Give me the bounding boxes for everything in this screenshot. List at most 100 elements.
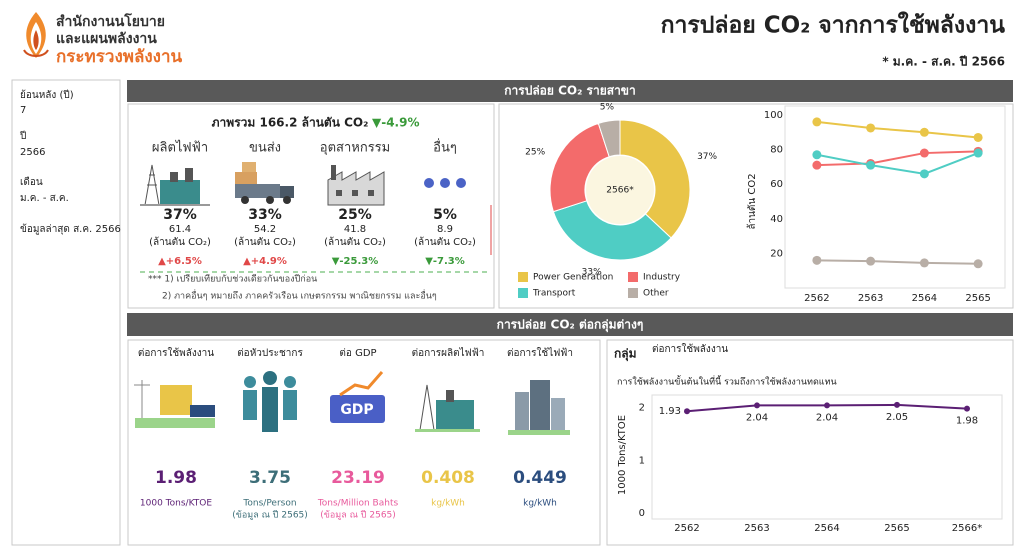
y-tick-label: 80: [770, 145, 783, 156]
group-unit: (ข้อมูล ณ ปี 2565): [232, 510, 308, 521]
filter-value[interactable]: 7: [20, 105, 26, 116]
sector-value: 54.2: [254, 224, 276, 235]
plot-frame: [651, 394, 1003, 520]
line: [816, 259, 979, 265]
group-value: 1.98: [155, 468, 197, 488]
chart-title: การใช้พลังงานขั้นต้นในที่นี้ รวมถึงการใช…: [617, 375, 837, 388]
data-label: 2.04: [746, 412, 768, 423]
group-chart-card: [606, 339, 1014, 546]
selector-value[interactable]: ต่อการใช้พลังงาน: [652, 343, 728, 355]
point: [919, 127, 929, 137]
icon-gdp: GDP: [330, 371, 385, 423]
y-tick-label: 20: [770, 248, 783, 259]
x-tick-label: 2564: [912, 293, 937, 304]
period: * ม.ค. - ส.ค. ปี 2566: [882, 55, 1005, 69]
group-value: 0.449: [513, 468, 567, 488]
org-name: กระทรวงพลังงาน: [56, 47, 183, 67]
filter-label: ข้อมูลล่าสุด ส.ค. 2566: [20, 223, 121, 235]
legend-swatch: [628, 272, 638, 282]
section-bar: [127, 313, 1013, 336]
point: [894, 401, 900, 408]
filter-panel: [11, 79, 121, 546]
filter-label: ย้อนหลัง (ปี): [20, 89, 74, 101]
group-unit: Tons/Person: [242, 499, 296, 509]
point: [812, 255, 822, 265]
group-card: [127, 339, 601, 546]
legend-swatch: [518, 272, 528, 282]
sector-value: 41.8: [344, 224, 366, 235]
point: [919, 148, 929, 158]
sector-unit: (ล้านตัน CO₂): [149, 236, 211, 248]
sector-change: ▼-25.3%: [332, 256, 379, 267]
y-axis-label: ล้านตัน CO2: [746, 173, 758, 229]
section-title: การปล่อย CO₂ ต่อกลุ่มต่างๆ: [497, 318, 644, 333]
point: [812, 150, 822, 160]
point: [754, 402, 760, 409]
sector-total-change: ▼-4.9%: [372, 116, 420, 130]
legend-swatch: [628, 288, 638, 298]
x-tick-label: 2566*: [952, 523, 982, 534]
point: [824, 402, 830, 409]
y-tick-label: 100: [764, 110, 783, 121]
x-tick-label: 2563: [744, 523, 769, 534]
note: 2) ภาคอื่นๆ หมายถึง ภาคครัวเรือน เกษตรกร…: [162, 289, 437, 302]
legend-label: Other: [643, 289, 669, 299]
y-tick-label: 0: [639, 508, 645, 519]
plot-frame: [784, 105, 1006, 289]
group-value: 3.75: [249, 468, 291, 488]
x-tick-label: 2565: [884, 523, 909, 534]
sector-name: อุตสาหกรรม: [320, 141, 390, 156]
sector-total: ภาพรวม 166.2 ล้านตัน CO₂: [212, 116, 369, 130]
section-bar: [127, 80, 1013, 102]
point: [684, 408, 690, 415]
filter-label: ปี: [19, 130, 26, 142]
x-tick-label: 2562: [674, 523, 699, 534]
sector-unit: (ล้านตัน CO₂): [234, 236, 296, 248]
group-label: ต่อการผลิตไฟฟ้า: [412, 347, 485, 359]
data-label: 2.04: [816, 412, 838, 423]
donut-slice: [552, 200, 672, 261]
line: [816, 150, 979, 167]
svg-text:GDP: GDP: [340, 402, 373, 418]
slice-label: 33%: [582, 267, 602, 277]
y-tick-label: 60: [770, 179, 783, 190]
org-name: และแผนพลังงาน: [56, 31, 157, 47]
line: [816, 152, 979, 175]
point: [973, 132, 983, 142]
legend-swatch: [518, 288, 528, 298]
data-label: 2.05: [886, 412, 908, 423]
group-label: ต่อหัวประชากร: [237, 348, 303, 359]
point: [964, 405, 970, 412]
data-label: 1.93: [659, 406, 681, 417]
icon-population: [243, 371, 297, 432]
y-tick-label: 1: [639, 455, 645, 466]
legend-label: Power Generation: [533, 273, 613, 283]
icon-industry: [327, 165, 385, 206]
page-title: การปล่อย CO₂ จากการใช้พลังงาน: [661, 11, 1006, 39]
logo: [23, 12, 49, 58]
sector-unit: (ล้านตัน CO₂): [324, 236, 386, 248]
sector-value: 8.9: [437, 224, 453, 235]
point: [973, 259, 983, 269]
section-title: การปล่อย CO₂ รายสาขา: [504, 84, 636, 98]
sector-change: ▼-7.3%: [425, 256, 465, 267]
y-tick-label: 40: [770, 214, 783, 225]
filter-value[interactable]: 2566: [20, 147, 45, 158]
group-unit: kg/kWh: [523, 499, 557, 509]
slice-label: 25%: [525, 147, 545, 157]
group-unit: Tons/Million Bahts: [317, 499, 399, 509]
group-label: ต่อการใช้พลังงาน: [138, 347, 214, 359]
sector-change: ▲+4.9%: [243, 256, 287, 267]
point: [812, 117, 822, 127]
sector-share: 33%: [248, 207, 282, 223]
sector-share: 37%: [163, 207, 197, 223]
filter-value[interactable]: ม.ค. - ส.ค.: [20, 193, 69, 204]
slice-label: 37%: [697, 152, 717, 162]
donut-center: [586, 156, 654, 224]
sector-unit: (ล้านตัน CO₂): [414, 236, 476, 248]
sector-name: ผลิตไฟฟ้า: [152, 140, 208, 156]
donut-slice: [597, 119, 621, 158]
point: [866, 123, 876, 133]
note: *** 1) เปรียบเทียบกับช่วงเดียวกันของปีก่…: [148, 274, 317, 285]
